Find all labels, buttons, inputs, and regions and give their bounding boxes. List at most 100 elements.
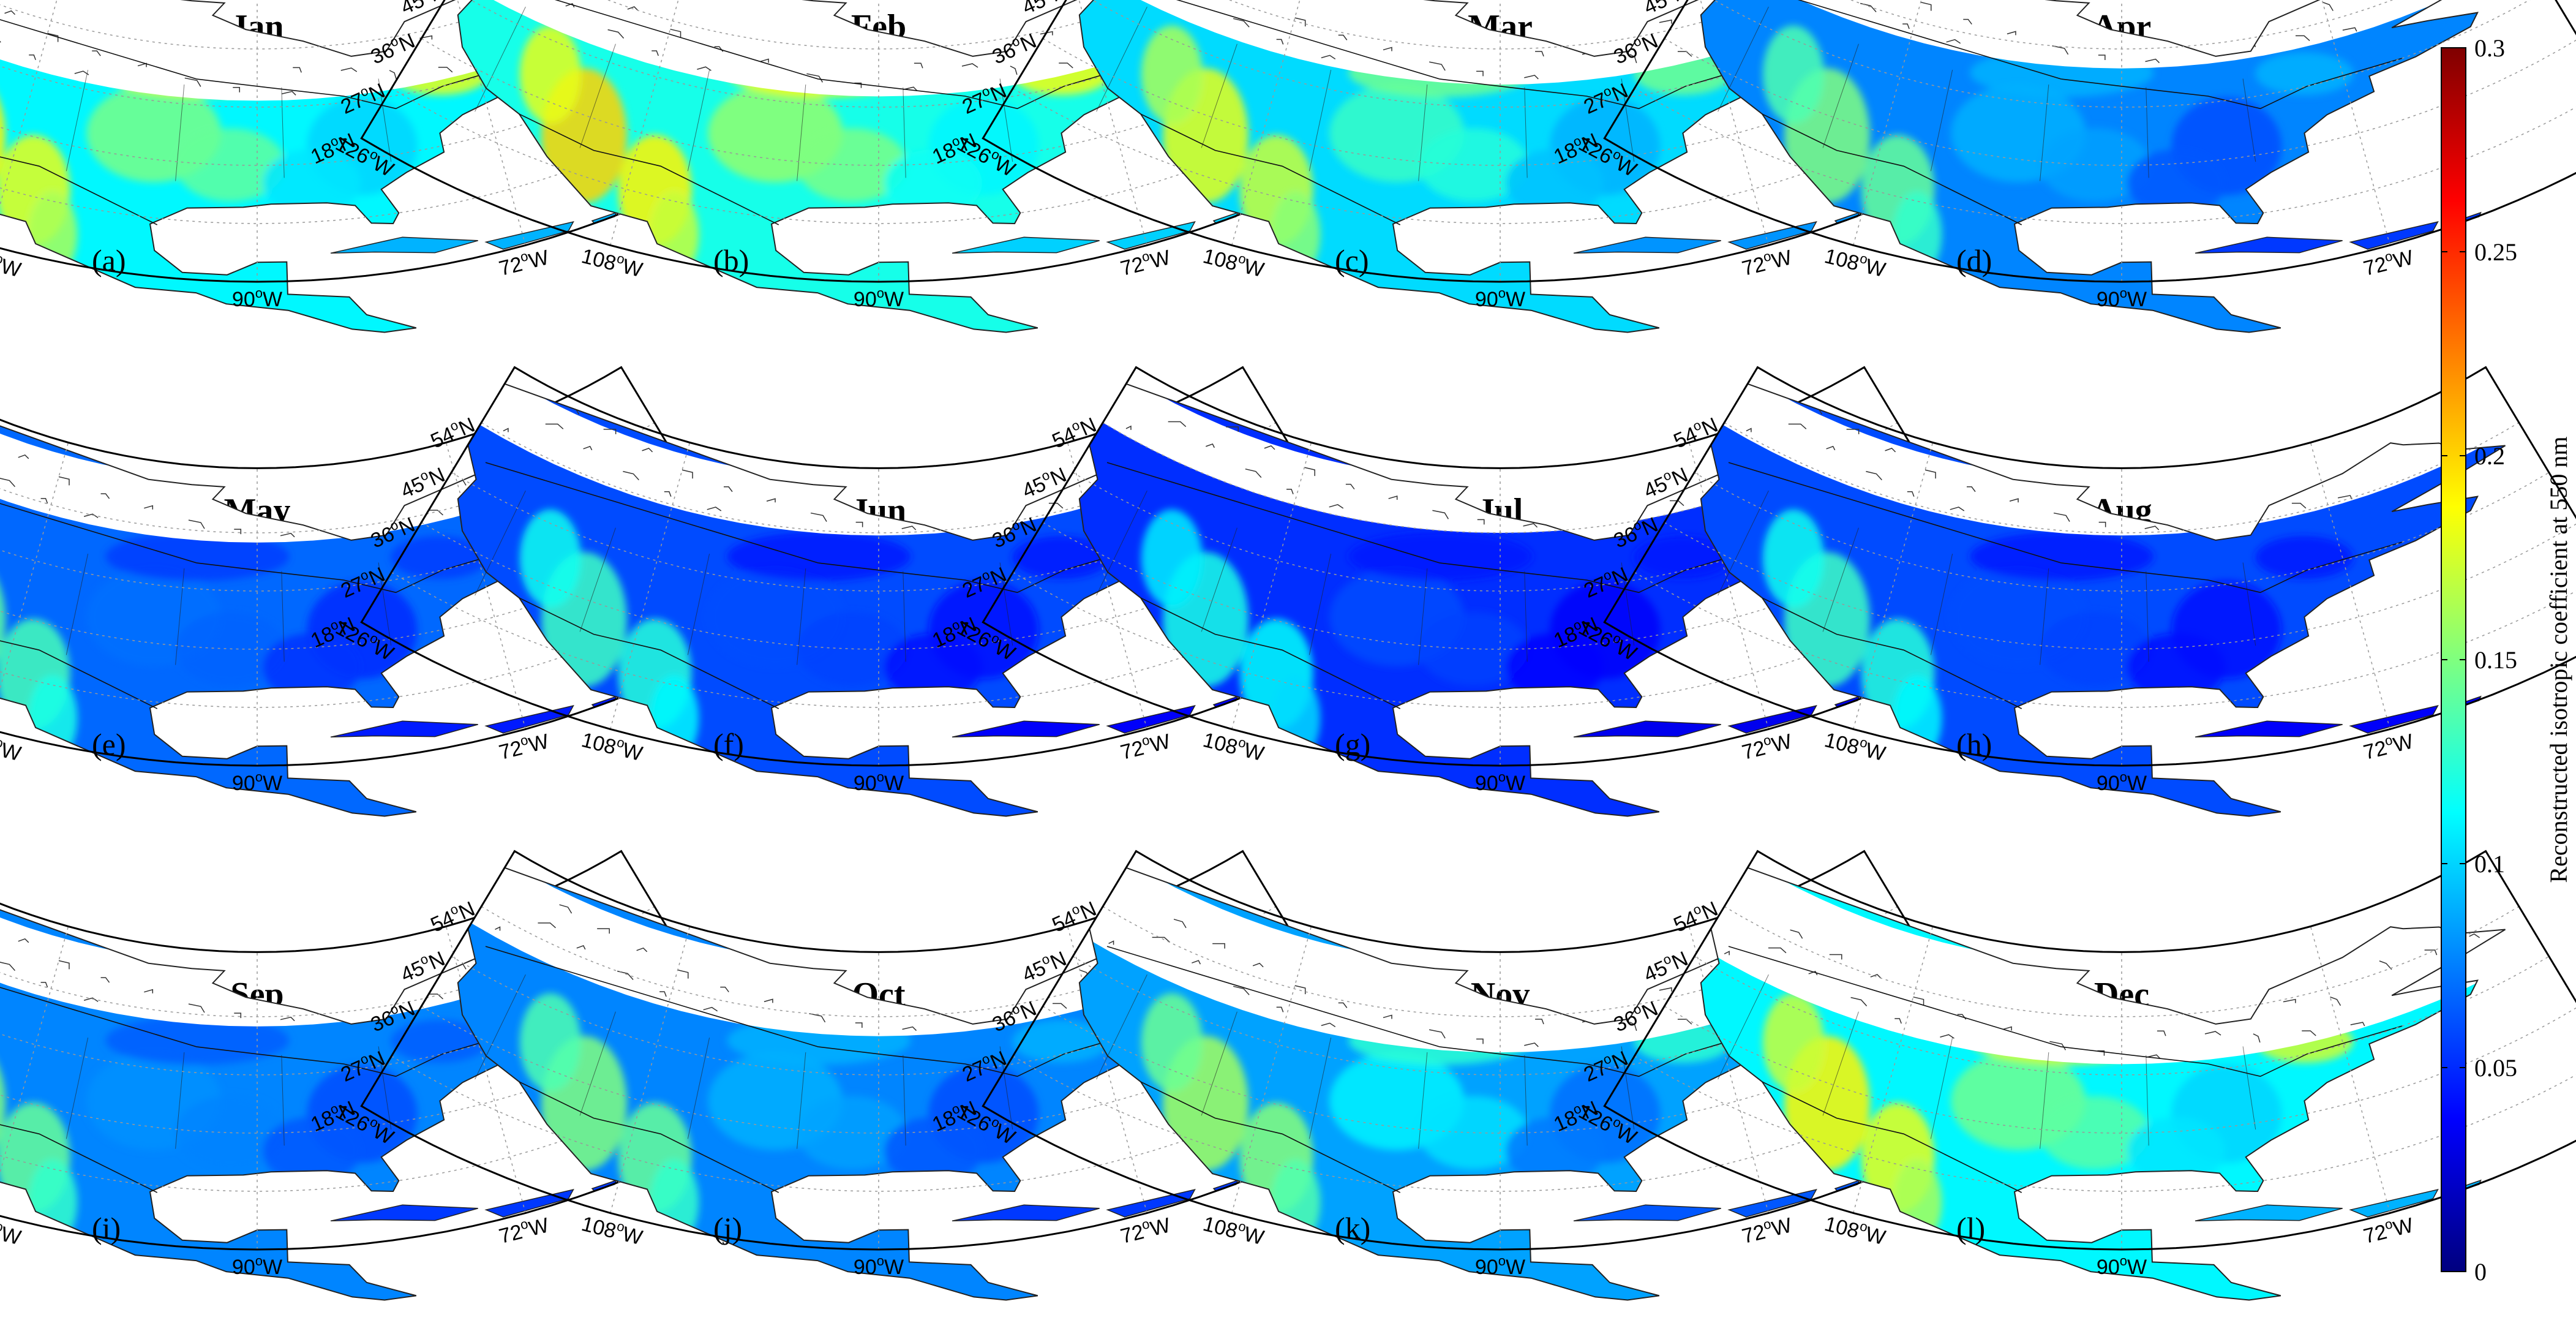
coast-fragment [1946,39,1961,44]
data-blob [884,1117,983,1185]
coast-fragment [2009,498,2019,503]
coast-fragment [2097,1050,2105,1056]
border-line [1762,1081,2022,1193]
coast-fragment [1924,469,1936,479]
island [2349,704,2439,734]
map-frame [982,850,2019,1251]
state-line [1822,527,1859,632]
border-line [1140,113,1401,225]
coast-fragment [2302,1030,2316,1036]
state-line [1822,1011,1859,1116]
island [1834,211,1860,224]
border-line [2061,58,2403,110]
lon-label: 72oW [496,727,551,764]
coast-fragment [1608,472,1621,478]
border-line [2061,1025,2403,1077]
coast-fragment [1870,974,1882,979]
coastline [0,425,642,817]
lon-label: 108oW [579,726,645,766]
panel-letter: (e) [92,727,126,761]
coast-fragment [720,986,729,993]
coast-fragment [2291,502,2307,509]
coast-fragment [902,1026,917,1031]
state-line [579,527,616,632]
coast-fragment [607,29,625,39]
coast-fragment [583,445,593,451]
coast-fragment [2202,35,2218,40]
state-line [1418,568,1428,665]
coastline [457,867,1263,1301]
graticule-lat [421,38,1337,166]
coast-fragment [2283,998,2296,1003]
graticule-lat [1042,522,1958,650]
coast-fragment [1233,986,1250,995]
island [330,236,478,254]
coast-fragment [2204,1031,2221,1036]
coastline [1700,867,2506,1301]
coast-fragment [1206,443,1215,448]
coast-fragment [1564,471,1570,481]
coast-fragment [597,928,610,934]
graticule-lat [421,1006,1337,1134]
lon-label: 90oW [2097,1253,2147,1279]
coast-fragment [336,509,353,515]
coast-fragment [340,67,358,72]
coast-fragment [959,1003,975,1008]
coast-fragment [1010,66,1018,75]
coast-fragment [901,526,917,530]
state-line [378,78,392,162]
state-line [687,553,710,655]
coast-fragment [1790,929,1803,939]
coast-fragment [2007,31,2016,36]
island [2349,1188,2439,1218]
coast-fragment [1476,1038,1484,1044]
border-line [0,156,158,225]
coast-fragment [1768,947,1787,954]
map-frame [1603,850,2576,1251]
coast-fragment [1245,468,1262,478]
state-line [378,562,392,646]
coast-fragment [1788,423,1807,429]
coast-fragment [1866,470,1882,481]
data-field [1700,0,2506,333]
state-line [797,1052,806,1149]
lon-label: 90oW [232,1253,282,1279]
panel-letter: (f) [713,727,744,761]
coast-fragment [366,966,379,972]
coast-fragment [723,486,733,492]
coast-fragment [1613,23,1626,30]
coast-fragment [855,1022,863,1028]
coast-fragment [1002,505,1010,515]
graticule-lon [0,0,58,207]
state-line [2040,84,2049,181]
data-blob [1141,509,1203,608]
colorbar-label: Reconstructed isotropic coefficient at 5… [2545,436,2572,883]
state-line [1621,78,1635,162]
coast-fragment [1567,23,1573,32]
state-line [1201,527,1237,632]
border-line [519,113,779,225]
island [1573,236,1721,254]
panel-letter: (k) [1335,1211,1370,1245]
lon-label: 108oW [1822,1210,1888,1250]
coast-fragment [809,1013,826,1023]
map-frame [0,850,776,1251]
data-field [1700,867,2506,1300]
coast-fragment [1286,488,1294,494]
graticule-lat [1042,1006,1958,1134]
state-line [1201,43,1237,148]
coast-fragment [1432,510,1449,519]
coast-fragment [100,977,110,983]
state-line [175,84,185,181]
coast-fragment [1920,1,1932,11]
data-blob [519,509,581,608]
border-line [2061,541,2403,594]
border-line [519,597,779,709]
coast-fragment [1477,519,1485,525]
coast-fragment [764,998,773,1003]
graticule-lat [1664,522,2576,650]
data-blob [1762,25,1824,124]
coast-fragment [0,961,15,971]
panel-letter: (l) [1956,1211,1985,1245]
coast-fragment [1476,70,1484,77]
